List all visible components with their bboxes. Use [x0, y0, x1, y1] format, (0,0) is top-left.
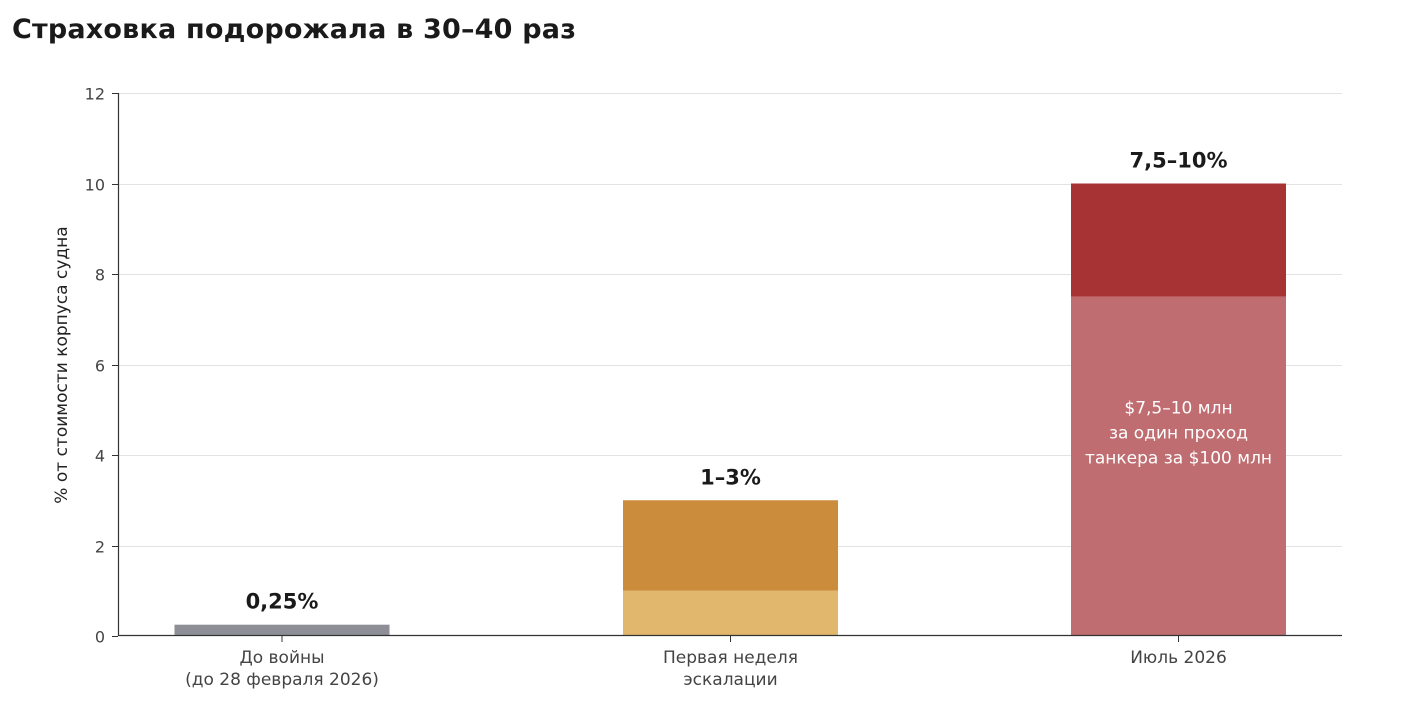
annotation-text: $7,5–10 млн	[1124, 398, 1232, 418]
bars	[174, 183, 1286, 636]
x-tick-label: эскалации	[683, 670, 777, 690]
y-tick-label: 2	[95, 538, 105, 557]
data-label: 1–3%	[700, 465, 761, 489]
y-tick-label: 6	[95, 357, 105, 376]
grid-lines	[118, 93, 1342, 547]
bar-segment	[1071, 183, 1286, 297]
annotation-text: за один проход	[1109, 423, 1248, 443]
value-labels: 0,25% 1–3% 7,5–10% $7,5–10 млн за один прохо…	[246, 149, 1272, 614]
x-tick-label: До войны	[239, 648, 324, 668]
y-ticks: 0 2 4 6 8 10 12	[85, 85, 118, 647]
bar-segment	[174, 624, 390, 636]
y-axis-label: % от стоимости корпуса судна	[52, 226, 72, 503]
data-label: 7,5–10%	[1130, 149, 1228, 173]
x-tick-label: Первая неделя	[663, 648, 798, 668]
y-tick-label: 0	[95, 628, 105, 647]
x-ticks: До войны(до 28 февраля 2026) Первая недел…	[185, 636, 1227, 690]
x-tick-label: (до 28 февраля 2026)	[185, 670, 379, 690]
y-tick-label: 8	[95, 266, 105, 285]
axes	[117, 93, 1342, 637]
y-tick-label: 10	[85, 176, 105, 195]
bar-segment	[623, 590, 838, 636]
annotation-text: танкера за $100 млн	[1085, 448, 1272, 468]
y-tick-label: 12	[85, 85, 105, 104]
chart-title: Страховка подорожала в 30–40 раз	[12, 14, 577, 45]
bar-segment	[1071, 296, 1286, 636]
x-tick-label: Июль 2026	[1130, 648, 1227, 668]
bar-segment	[623, 500, 838, 591]
y-tick-label: 4	[95, 447, 105, 466]
data-label: 0,25%	[246, 590, 319, 614]
